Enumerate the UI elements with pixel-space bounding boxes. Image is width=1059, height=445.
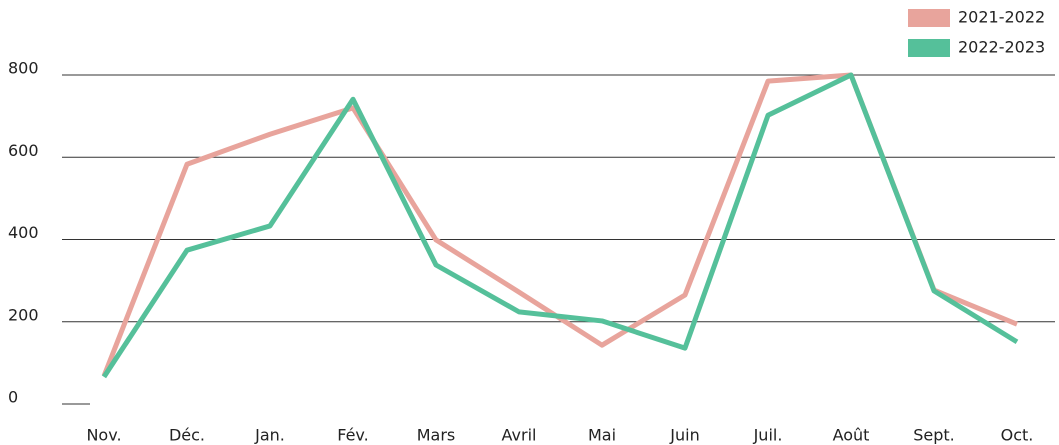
x-tick-label: Mars bbox=[417, 426, 456, 445]
x-tick-label: Fév. bbox=[337, 426, 368, 445]
line-series bbox=[101, 72, 1019, 379]
x-tick-label: Juin bbox=[669, 426, 699, 445]
y-tick-label: 800 bbox=[8, 59, 39, 78]
x-tick-label: Déc. bbox=[169, 426, 205, 445]
x-tick-label: Jan. bbox=[254, 426, 285, 445]
x-tick-label: Juil. bbox=[753, 426, 783, 445]
x-tick-label: Nov. bbox=[86, 426, 121, 445]
line-series bbox=[101, 72, 1018, 377]
x-tick-label: Avril bbox=[502, 426, 537, 445]
x-tick-label: Mai bbox=[588, 426, 616, 445]
x-tick-label: Août bbox=[833, 426, 870, 445]
y-tick-label: 600 bbox=[8, 141, 39, 160]
y-tick-label: 0 bbox=[8, 388, 18, 407]
legend-label: 2021-2022 bbox=[958, 8, 1045, 27]
y-tick-label: 200 bbox=[8, 305, 39, 324]
legend-swatch bbox=[908, 39, 950, 57]
legend-swatch bbox=[908, 9, 950, 27]
x-tick-label: Oct. bbox=[1001, 426, 1034, 445]
y-tick-label: 400 bbox=[8, 223, 39, 242]
x-tick-label: Sept. bbox=[913, 426, 955, 445]
legend-label: 2022-2023 bbox=[958, 38, 1045, 57]
